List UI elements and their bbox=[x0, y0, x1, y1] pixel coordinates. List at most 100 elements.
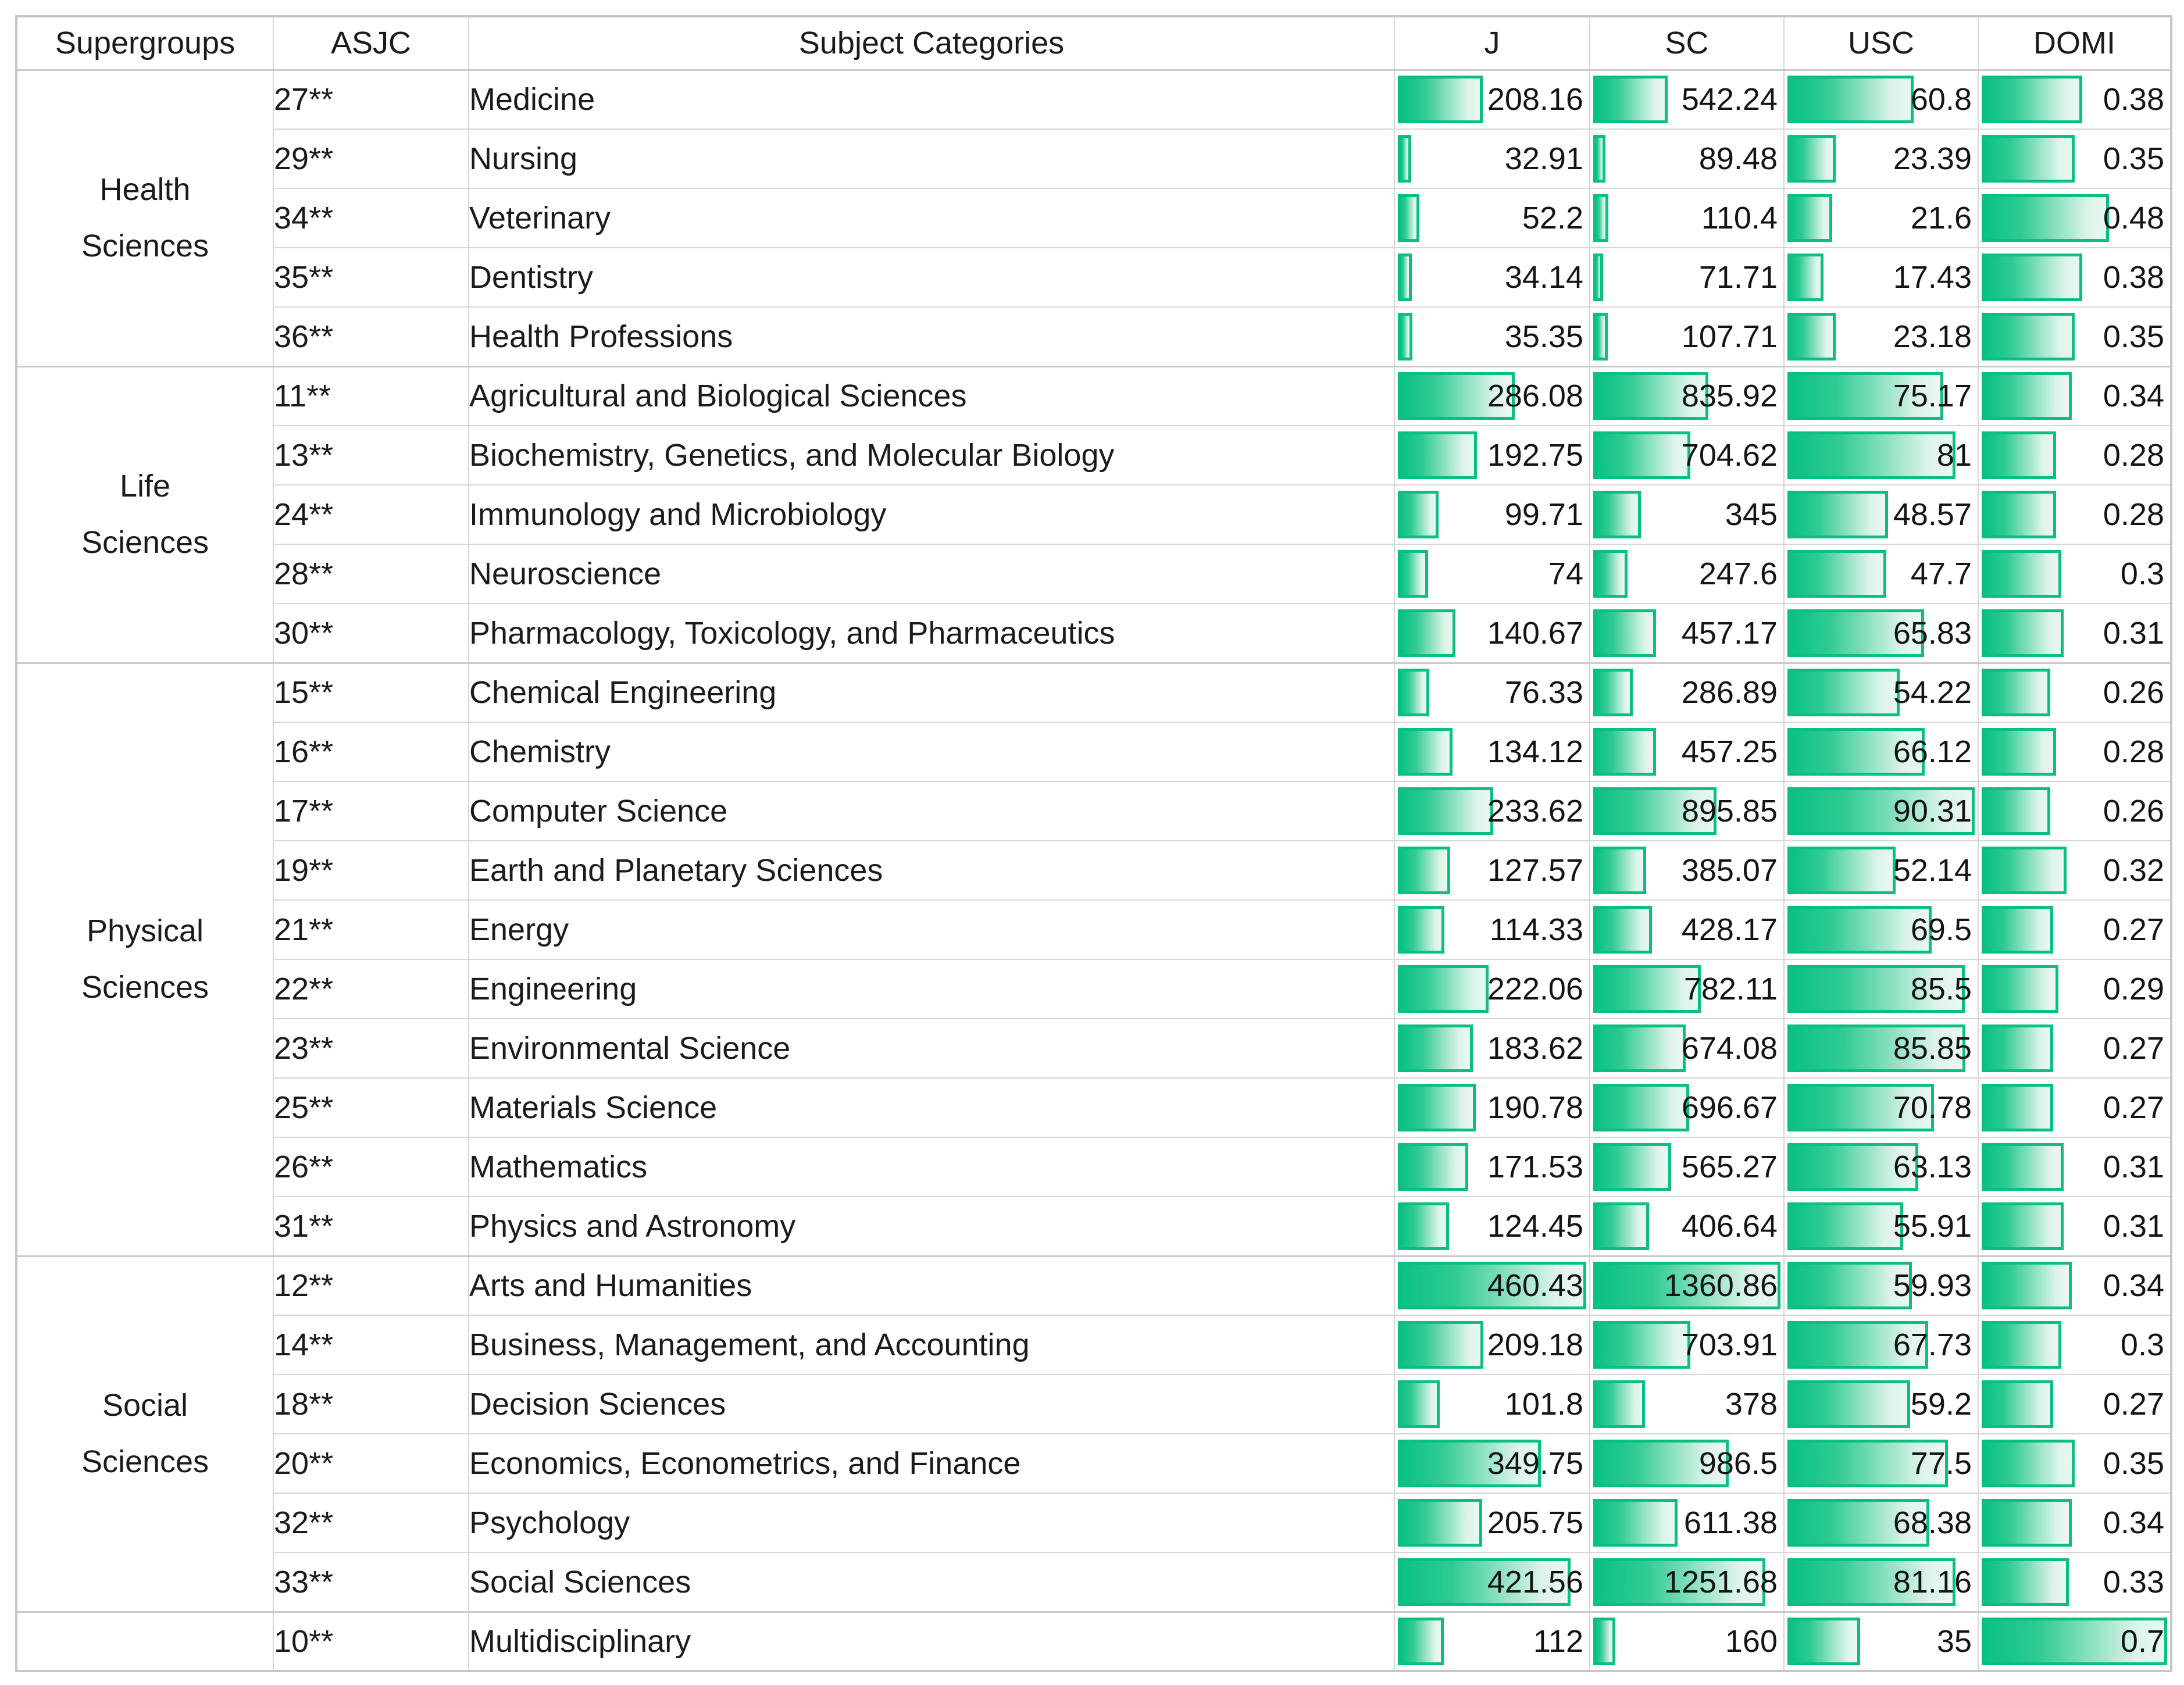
sc-value-cell[interactable]: 565.27 bbox=[1589, 1137, 1785, 1197]
usc-value-cell[interactable]: 23.18 bbox=[1783, 306, 1979, 367]
usc-value-cell[interactable]: 68.38 bbox=[1783, 1493, 1979, 1553]
sc-value-cell[interactable]: 1251.68 bbox=[1589, 1552, 1785, 1612]
j-value-cell[interactable]: 171.53 bbox=[1394, 1137, 1590, 1197]
usc-value-cell[interactable]: 90.31 bbox=[1783, 781, 1979, 841]
asjc-code-cell[interactable]: 33** bbox=[273, 1552, 469, 1612]
usc-value-cell[interactable]: 69.5 bbox=[1783, 899, 1979, 960]
column-header-asjc[interactable]: ASJC bbox=[273, 16, 469, 70]
column-header-supergroups[interactable]: Supergroups bbox=[16, 16, 274, 70]
category-cell[interactable]: Environmental Science bbox=[468, 1018, 1395, 1079]
asjc-code-cell[interactable]: 22** bbox=[273, 959, 469, 1019]
domi-value-cell[interactable]: 0.35 bbox=[1978, 128, 2172, 189]
asjc-code-cell[interactable]: 25** bbox=[273, 1077, 469, 1138]
asjc-code-cell[interactable]: 23** bbox=[273, 1018, 469, 1079]
usc-value-cell[interactable]: 75.17 bbox=[1783, 365, 1979, 426]
j-value-cell[interactable]: 74 bbox=[1394, 544, 1590, 604]
domi-value-cell[interactable]: 0.3 bbox=[1978, 544, 2172, 604]
category-cell[interactable]: Earth and Planetary Sciences bbox=[468, 840, 1395, 901]
domi-value-cell[interactable]: 0.28 bbox=[1978, 425, 2172, 485]
sc-value-cell[interactable]: 986.5 bbox=[1589, 1433, 1785, 1494]
asjc-code-cell[interactable]: 16** bbox=[273, 722, 469, 782]
usc-value-cell[interactable]: 54.22 bbox=[1783, 662, 1979, 723]
supergroup-cell[interactable] bbox=[16, 1611, 274, 1672]
category-cell[interactable]: Medicine bbox=[468, 69, 1395, 130]
column-header-domi[interactable]: DOMI bbox=[1978, 16, 2172, 70]
category-cell[interactable]: Biochemistry, Genetics, and Molecular Bi… bbox=[468, 425, 1395, 485]
asjc-code-cell[interactable]: 31** bbox=[273, 1196, 469, 1256]
j-value-cell[interactable]: 349.75 bbox=[1394, 1433, 1590, 1494]
category-cell[interactable]: Economics, Econometrics, and Finance bbox=[468, 1433, 1395, 1494]
category-cell[interactable]: Engineering bbox=[468, 959, 1395, 1019]
category-cell[interactable]: Physics and Astronomy bbox=[468, 1196, 1395, 1256]
j-value-cell[interactable]: 114.33 bbox=[1394, 899, 1590, 960]
usc-value-cell[interactable]: 81.16 bbox=[1783, 1552, 1979, 1612]
usc-value-cell[interactable]: 66.12 bbox=[1783, 722, 1979, 782]
asjc-code-cell[interactable]: 18** bbox=[273, 1374, 469, 1434]
sc-value-cell[interactable]: 71.71 bbox=[1589, 247, 1785, 308]
asjc-code-cell[interactable]: 19** bbox=[273, 840, 469, 901]
asjc-code-cell[interactable]: 34** bbox=[273, 188, 469, 248]
usc-value-cell[interactable]: 52.14 bbox=[1783, 840, 1979, 901]
sc-value-cell[interactable]: 378 bbox=[1589, 1374, 1785, 1434]
domi-value-cell[interactable]: 0.28 bbox=[1978, 484, 2172, 545]
category-cell[interactable]: Decision Sciences bbox=[468, 1374, 1395, 1434]
sc-value-cell[interactable]: 247.6 bbox=[1589, 544, 1785, 604]
sc-value-cell[interactable]: 1360.86 bbox=[1589, 1255, 1785, 1316]
domi-value-cell[interactable]: 0.48 bbox=[1978, 188, 2172, 248]
j-value-cell[interactable]: 208.16 bbox=[1394, 69, 1590, 130]
domi-value-cell[interactable]: 0.31 bbox=[1978, 1137, 2172, 1197]
j-value-cell[interactable]: 124.45 bbox=[1394, 1196, 1590, 1256]
category-cell[interactable]: Dentistry bbox=[468, 247, 1395, 308]
asjc-code-cell[interactable]: 17** bbox=[273, 781, 469, 841]
asjc-code-cell[interactable]: 26** bbox=[273, 1137, 469, 1197]
sc-value-cell[interactable]: 286.89 bbox=[1589, 662, 1785, 723]
sc-value-cell[interactable]: 895.85 bbox=[1589, 781, 1785, 841]
asjc-code-cell[interactable]: 36** bbox=[273, 306, 469, 367]
category-cell[interactable]: Immunology and Microbiology bbox=[468, 484, 1395, 545]
sc-value-cell[interactable]: 385.07 bbox=[1589, 840, 1785, 901]
domi-value-cell[interactable]: 0.31 bbox=[1978, 603, 2172, 663]
category-cell[interactable]: Psychology bbox=[468, 1493, 1395, 1553]
j-value-cell[interactable]: 140.67 bbox=[1394, 603, 1590, 663]
sc-value-cell[interactable]: 160 bbox=[1589, 1611, 1785, 1672]
domi-value-cell[interactable]: 0.33 bbox=[1978, 1552, 2172, 1612]
domi-value-cell[interactable]: 0.35 bbox=[1978, 306, 2172, 367]
domi-value-cell[interactable]: 0.31 bbox=[1978, 1196, 2172, 1256]
category-cell[interactable]: Health Professions bbox=[468, 306, 1395, 367]
category-cell[interactable]: Business, Management, and Accounting bbox=[468, 1315, 1395, 1375]
j-value-cell[interactable]: 134.12 bbox=[1394, 722, 1590, 782]
category-cell[interactable]: Neuroscience bbox=[468, 544, 1395, 604]
usc-value-cell[interactable]: 70.78 bbox=[1783, 1077, 1979, 1138]
asjc-code-cell[interactable]: 11** bbox=[273, 365, 469, 426]
category-cell[interactable]: Social Sciences bbox=[468, 1552, 1395, 1612]
category-cell[interactable]: Mathematics bbox=[468, 1137, 1395, 1197]
j-value-cell[interactable]: 190.78 bbox=[1394, 1077, 1590, 1138]
column-header-usc[interactable]: USC bbox=[1783, 16, 1979, 70]
asjc-code-cell[interactable]: 28** bbox=[273, 544, 469, 604]
asjc-code-cell[interactable]: 32** bbox=[273, 1493, 469, 1553]
domi-value-cell[interactable]: 0.34 bbox=[1978, 1255, 2172, 1316]
sc-value-cell[interactable]: 406.64 bbox=[1589, 1196, 1785, 1256]
usc-value-cell[interactable]: 65.83 bbox=[1783, 603, 1979, 663]
supergroup-cell[interactable]: Life Sciences bbox=[16, 365, 274, 663]
usc-value-cell[interactable]: 63.13 bbox=[1783, 1137, 1979, 1197]
asjc-code-cell[interactable]: 12** bbox=[273, 1255, 469, 1316]
category-cell[interactable]: Chemistry bbox=[468, 722, 1395, 782]
sc-value-cell[interactable]: 345 bbox=[1589, 484, 1785, 545]
j-value-cell[interactable]: 183.62 bbox=[1394, 1018, 1590, 1079]
asjc-code-cell[interactable]: 27** bbox=[273, 69, 469, 130]
j-value-cell[interactable]: 32.91 bbox=[1394, 128, 1590, 189]
sc-value-cell[interactable]: 89.48 bbox=[1589, 128, 1785, 189]
column-header-sc[interactable]: SC bbox=[1589, 16, 1785, 70]
category-cell[interactable]: Chemical Engineering bbox=[468, 662, 1395, 723]
usc-value-cell[interactable]: 60.8 bbox=[1783, 69, 1979, 130]
supergroup-cell[interactable]: Health Sciences bbox=[16, 69, 274, 367]
j-value-cell[interactable]: 421.56 bbox=[1394, 1552, 1590, 1612]
category-cell[interactable]: Energy bbox=[468, 899, 1395, 960]
usc-value-cell[interactable]: 85.85 bbox=[1783, 1018, 1979, 1079]
asjc-code-cell[interactable]: 15** bbox=[273, 662, 469, 723]
usc-value-cell[interactable]: 47.7 bbox=[1783, 544, 1979, 604]
sc-value-cell[interactable]: 696.67 bbox=[1589, 1077, 1785, 1138]
domi-value-cell[interactable]: 0.27 bbox=[1978, 1374, 2172, 1434]
usc-value-cell[interactable]: 67.73 bbox=[1783, 1315, 1979, 1375]
